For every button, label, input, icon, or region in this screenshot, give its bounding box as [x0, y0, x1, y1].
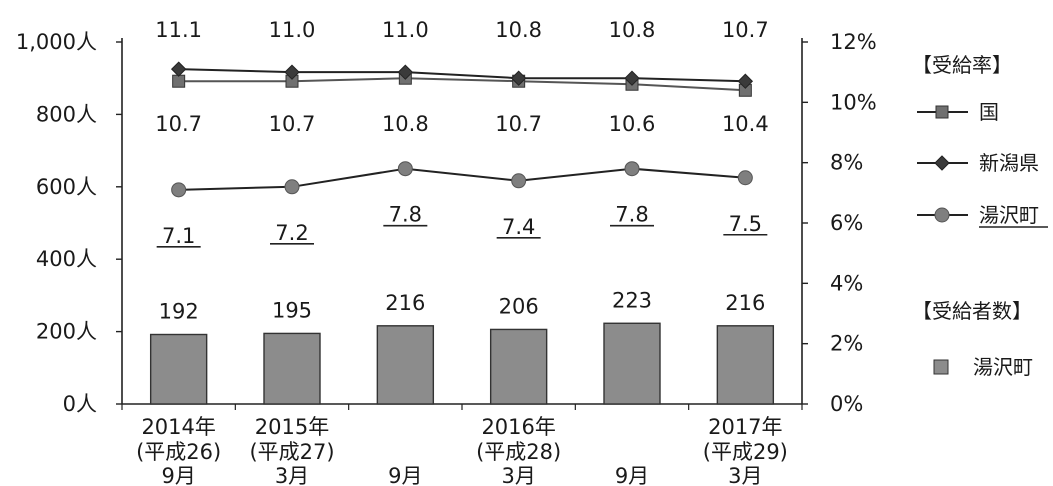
x-tick-label-year: 2015年 — [255, 415, 329, 439]
bar — [489, 328, 548, 405]
line-yuzawa-marker — [511, 173, 527, 189]
bar — [376, 325, 435, 405]
niigata-value-label: 10.8 — [495, 18, 542, 42]
line-series-group — [170, 61, 754, 198]
y-right-tick-label: 2% — [830, 332, 863, 356]
y-right-tick-label: 12% — [830, 30, 877, 54]
x-tick-label-era: (平成26) — [136, 440, 221, 464]
legend-square-marker — [935, 105, 949, 119]
y-left-tick-label: 600人 — [36, 175, 97, 199]
line-niigata-marker — [510, 70, 527, 86]
y-left-tick-label: 800人 — [36, 102, 97, 126]
niigata-value-label: 10.8 — [609, 18, 656, 42]
y-left-tick-label: 400人 — [36, 247, 97, 271]
x-tick-label-year: 2016年 — [481, 415, 555, 439]
y-right-tick-label: 10% — [830, 90, 877, 114]
line-niigata-marker — [284, 64, 300, 80]
legend-rate-heading: 【受給率】 — [912, 53, 1012, 77]
line-niigata-marker — [397, 64, 414, 80]
yuzawa-value-label: 7.8 — [615, 203, 648, 227]
line-niigata — [178, 68, 746, 83]
line-niigata-marker — [624, 70, 640, 86]
y-left-tick-label: 1,000人 — [16, 30, 97, 54]
x-tick-label-month: 9月 — [388, 464, 422, 486]
line-yuzawa-marker — [624, 161, 640, 177]
yuzawa-value-label: 7.2 — [275, 221, 308, 245]
legend-circle-marker — [934, 207, 950, 223]
x-tick-label-month: 9月 — [615, 464, 649, 486]
bar-value-label: 195 — [272, 298, 312, 322]
niigata-value-label: 10.7 — [722, 18, 769, 42]
line-kuni — [178, 77, 746, 92]
kuni-value-label: 10.6 — [609, 112, 656, 136]
legend-count-heading: 【受給者数】 — [912, 299, 1032, 323]
line-yuzawa-marker — [397, 161, 413, 177]
line-niigata-marker — [170, 61, 187, 77]
yuzawa-value-label: 7.8 — [389, 203, 422, 227]
y-right-tick-label: 0% — [830, 392, 863, 416]
x-tick-label-year: 2017年 — [708, 415, 782, 439]
x-tick-label-era: (平成27) — [249, 440, 334, 464]
line-yuzawa — [178, 167, 746, 191]
kuni-value-label: 10.7 — [495, 112, 542, 136]
x-tick-label-era: (平成29) — [703, 440, 788, 464]
bar-series — [149, 322, 775, 405]
bar — [716, 325, 775, 405]
bar-value-label: 192 — [159, 299, 199, 323]
niigata-value-label: 11.0 — [269, 18, 316, 42]
line-yuzawa-marker — [284, 179, 300, 195]
bar-value-label: 216 — [725, 291, 765, 315]
x-tick-label-month: 3月 — [501, 464, 535, 486]
data-labels: 192 195 216 206 223 216 11.1 11.0 11.0 10.8 10.8 10… — [155, 18, 768, 323]
x-tick-label-era: (平成28) — [476, 440, 561, 464]
y-left-tick-label: 200人 — [36, 320, 97, 344]
legend-diamond-marker — [934, 155, 950, 171]
bar — [263, 332, 321, 405]
bar — [603, 322, 661, 405]
line-yuzawa-marker — [737, 170, 753, 186]
legend-rate-item-label: 湯沢町 — [979, 203, 1039, 227]
kuni-value-label: 10.7 — [269, 112, 316, 136]
line-yuzawa-marker — [171, 182, 187, 198]
legend-bar-swatch — [933, 359, 949, 375]
y-left-tick-label: 0人 — [63, 392, 97, 416]
x-tick-label-month: 9月 — [161, 464, 195, 486]
kuni-value-label: 10.8 — [382, 112, 429, 136]
x-tick-label-month: 3月 — [728, 464, 762, 486]
line-niigata-series — [170, 61, 754, 89]
bar-value-label: 223 — [612, 288, 652, 312]
yuzawa-value-label: 7.1 — [162, 224, 195, 248]
x-tick-label-year: 2014年 — [141, 415, 215, 439]
line-niigata-marker — [737, 73, 754, 89]
bar — [149, 333, 208, 405]
yuzawa-value-label: 7.4 — [502, 215, 535, 239]
y-right-tick-label: 4% — [830, 271, 863, 295]
line-yuzawa-series — [171, 161, 753, 198]
kuni-value-label: 10.4 — [722, 112, 769, 136]
niigata-value-label: 11.1 — [155, 18, 202, 42]
bar-value-label: 216 — [385, 291, 425, 315]
axes: 0人 200人 400人 600人 800人 1,000人 0% 2% 4% 6% 8% 10% 12%… — [16, 30, 877, 486]
x-tick-label-month: 3月 — [275, 464, 309, 486]
legend-rate-item-label: 新潟県 — [979, 151, 1039, 175]
kuni-value-label: 10.7 — [155, 112, 202, 136]
yuzawa-value-label: 7.5 — [729, 212, 762, 236]
y-right-tick-label: 8% — [830, 151, 863, 175]
bar-value-label: 206 — [499, 294, 539, 318]
niigata-value-label: 11.0 — [382, 18, 429, 42]
y-right-tick-label: 6% — [830, 211, 863, 235]
legend-count-item-label: 湯沢町 — [973, 355, 1033, 379]
legend-rate-item-label: 国 — [979, 100, 999, 124]
line-kuni-marker — [172, 74, 186, 88]
